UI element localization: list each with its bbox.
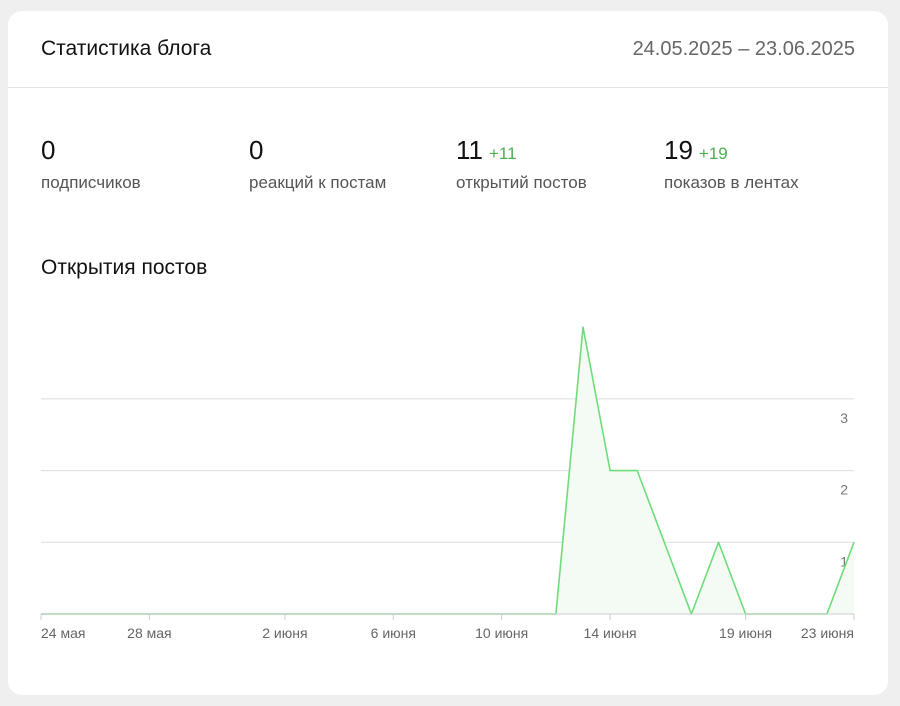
- stat-label: показов в лентах: [664, 173, 799, 192]
- post-opens-chart: 1 2 3 24 мая 28 мая 2 июня 6 июня 10 июня 14 июн…: [40, 326, 855, 641]
- stat-delta: +19: [698, 144, 728, 163]
- x-tick-label: 28 мая: [127, 625, 171, 641]
- stat-label: открытий постов: [456, 173, 587, 192]
- stat-value: 0: [249, 135, 264, 165]
- x-tick-label: 24 мая: [41, 625, 85, 641]
- stat-label: реакций к постам: [249, 173, 387, 192]
- x-tick-label: 6 июня: [371, 625, 416, 641]
- y-tick-label: 3: [840, 410, 848, 426]
- stat-delta: +11: [489, 144, 517, 163]
- stat-value: 11: [456, 135, 483, 165]
- date-range[interactable]: 24.05.2025 – 23.06.2025: [632, 38, 855, 60]
- stat-subscribers: 0 подписчиков: [41, 135, 241, 193]
- x-tick-label: 2 июня: [262, 625, 307, 641]
- stat-feed-impressions: 19 +19 показов в лентах: [664, 135, 864, 193]
- x-tick-label: 14 июня: [584, 625, 637, 641]
- stat-value: 19: [664, 135, 693, 165]
- y-tick-label: 1: [840, 553, 848, 569]
- card-title: Статистика блога: [41, 37, 212, 60]
- x-tick-label: 19 июня: [719, 625, 772, 641]
- series-area: [41, 327, 854, 614]
- y-tick-label: 2: [840, 482, 848, 498]
- card-header: Статистика блога 24.05.2025 – 23.06.2025: [8, 11, 888, 88]
- x-tick-label: 10 июня: [475, 625, 528, 641]
- x-tick-label: 23 июня: [801, 625, 854, 641]
- stat-label: подписчиков: [41, 173, 141, 192]
- stat-post-opens: 11 +11 открытий постов: [456, 135, 656, 193]
- chart-title: Открытия постов: [41, 256, 208, 279]
- stat-value: 0: [41, 135, 56, 165]
- blog-stats-card: Статистика блога 24.05.2025 – 23.06.2025…: [8, 11, 888, 695]
- stat-reactions: 0 реакций к постам: [249, 135, 449, 193]
